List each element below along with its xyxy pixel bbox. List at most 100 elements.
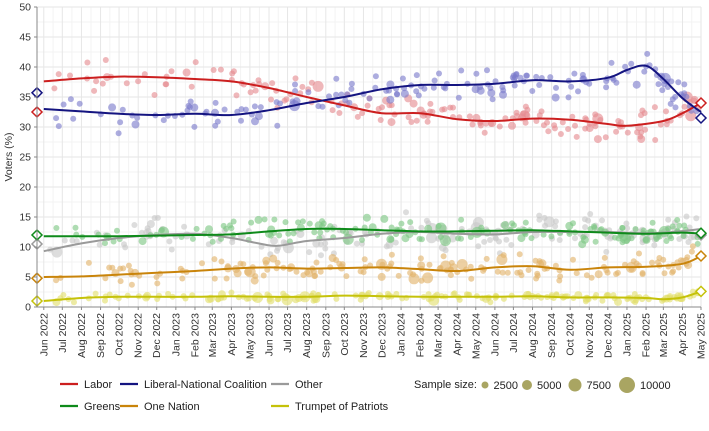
poll-point [487,237,493,243]
poll-point [484,67,490,74]
poll-point [681,90,688,97]
poll-point [128,281,135,288]
x-tick-label: May 2025 [696,313,708,359]
poll-point [359,237,365,243]
poll-point [233,92,240,99]
poll-point [565,126,572,132]
poll-point [274,247,280,254]
poll-point [227,222,233,229]
poll-point [362,213,371,222]
poll-point [483,255,490,262]
poll-point [534,270,541,277]
poll-point [399,75,406,82]
poll-point [594,270,603,279]
poll-point [131,222,138,228]
poll-point [694,240,701,247]
poll-point [517,74,524,81]
poll-point [668,78,675,85]
poll-point [158,227,165,234]
poll-point [492,292,499,299]
poll-point [553,84,559,91]
poll-point [654,259,661,266]
poll-point [254,112,263,121]
size-legend-title: Sample size: [414,379,477,391]
poll-point [683,213,690,220]
poll-point [312,272,319,279]
poll-point [517,234,526,243]
poll-point [494,268,501,275]
poll-point [570,256,576,263]
poll-point [234,108,241,115]
poll-point [192,59,199,66]
poll-point [262,260,269,267]
poll-point [238,117,244,124]
x-tick-label: Jun 2022 [38,313,50,356]
size-legend-label: 5000 [537,380,561,392]
poll-point [624,129,631,136]
poll-point [270,236,278,245]
poll-point [134,114,141,121]
poll-point [578,240,587,249]
poll-point [613,79,620,86]
poll-point [261,216,268,223]
size-legend-circle [568,378,582,392]
poll-point [117,278,124,285]
x-tick-label: Oct 2024 [565,313,577,356]
poll-point [138,237,147,246]
poll-point [312,80,324,92]
poll-point [221,106,228,113]
poll-point [211,256,218,263]
poll-point [426,261,433,268]
poll-point [348,80,355,87]
x-tick-label: Aug 2024 [527,313,539,358]
x-tick-label: Sep 2022 [95,313,107,358]
poll-point [573,133,580,140]
poll-point [450,104,456,111]
poll-point [407,219,414,226]
poll-point [693,215,700,222]
poll-point [608,59,615,66]
poll-point [481,129,488,136]
poll-point [417,255,424,262]
poll-point [168,246,175,253]
x-tick-label: Nov 2022 [133,313,145,358]
poll-point [165,290,172,297]
poll-point [189,235,196,242]
size-legend-label: 2500 [494,380,518,392]
poll-point [353,240,360,247]
x-tick-label: Nov 2024 [584,313,596,358]
legend-label: Labor [84,379,112,391]
poll-point [556,237,563,243]
poll-point [533,275,540,282]
poll-point [413,117,420,124]
poll-point [473,70,480,77]
poll-point [237,260,244,267]
poll-point [292,81,298,88]
poll-point [92,290,99,297]
poll-point [299,218,306,225]
poll-point [274,259,281,266]
poll-point [357,296,364,303]
poll-point [475,243,482,250]
x-tick-label: Feb 2023 [189,313,201,358]
poll-point [582,294,591,303]
poll-point [413,72,420,79]
poll-point [501,221,509,230]
poll-point [487,85,494,91]
poll-point [458,67,465,74]
poll-point [115,130,122,137]
poll-point [417,261,426,270]
poll-point [642,235,651,244]
poll-point [51,85,58,92]
poll-point [665,216,672,223]
poll-point [317,229,324,236]
poll-point [258,243,265,250]
poll-point [496,238,502,245]
poll-point [603,84,610,91]
poll-point [228,289,235,296]
x-tick-label: Jun 2023 [264,313,276,356]
poll-point [413,88,420,95]
poll-point [223,275,230,282]
x-tick-label: Jan 2023 [170,313,182,356]
poll-point [660,256,667,263]
